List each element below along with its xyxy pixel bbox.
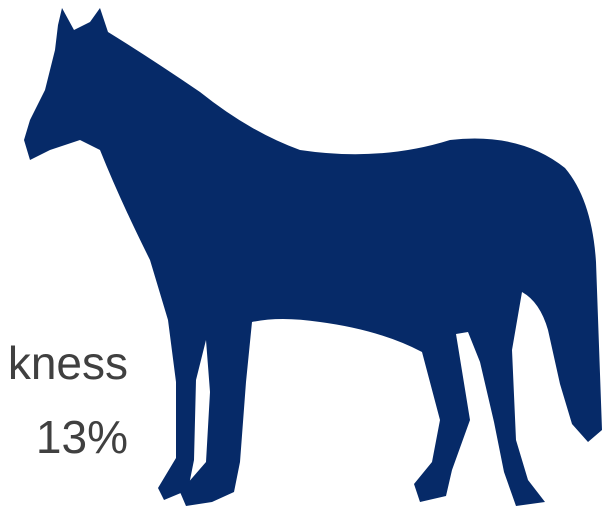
page: kness 13% [0,0,610,516]
share-label: 13% [36,414,128,460]
category-label: kness [8,340,128,386]
